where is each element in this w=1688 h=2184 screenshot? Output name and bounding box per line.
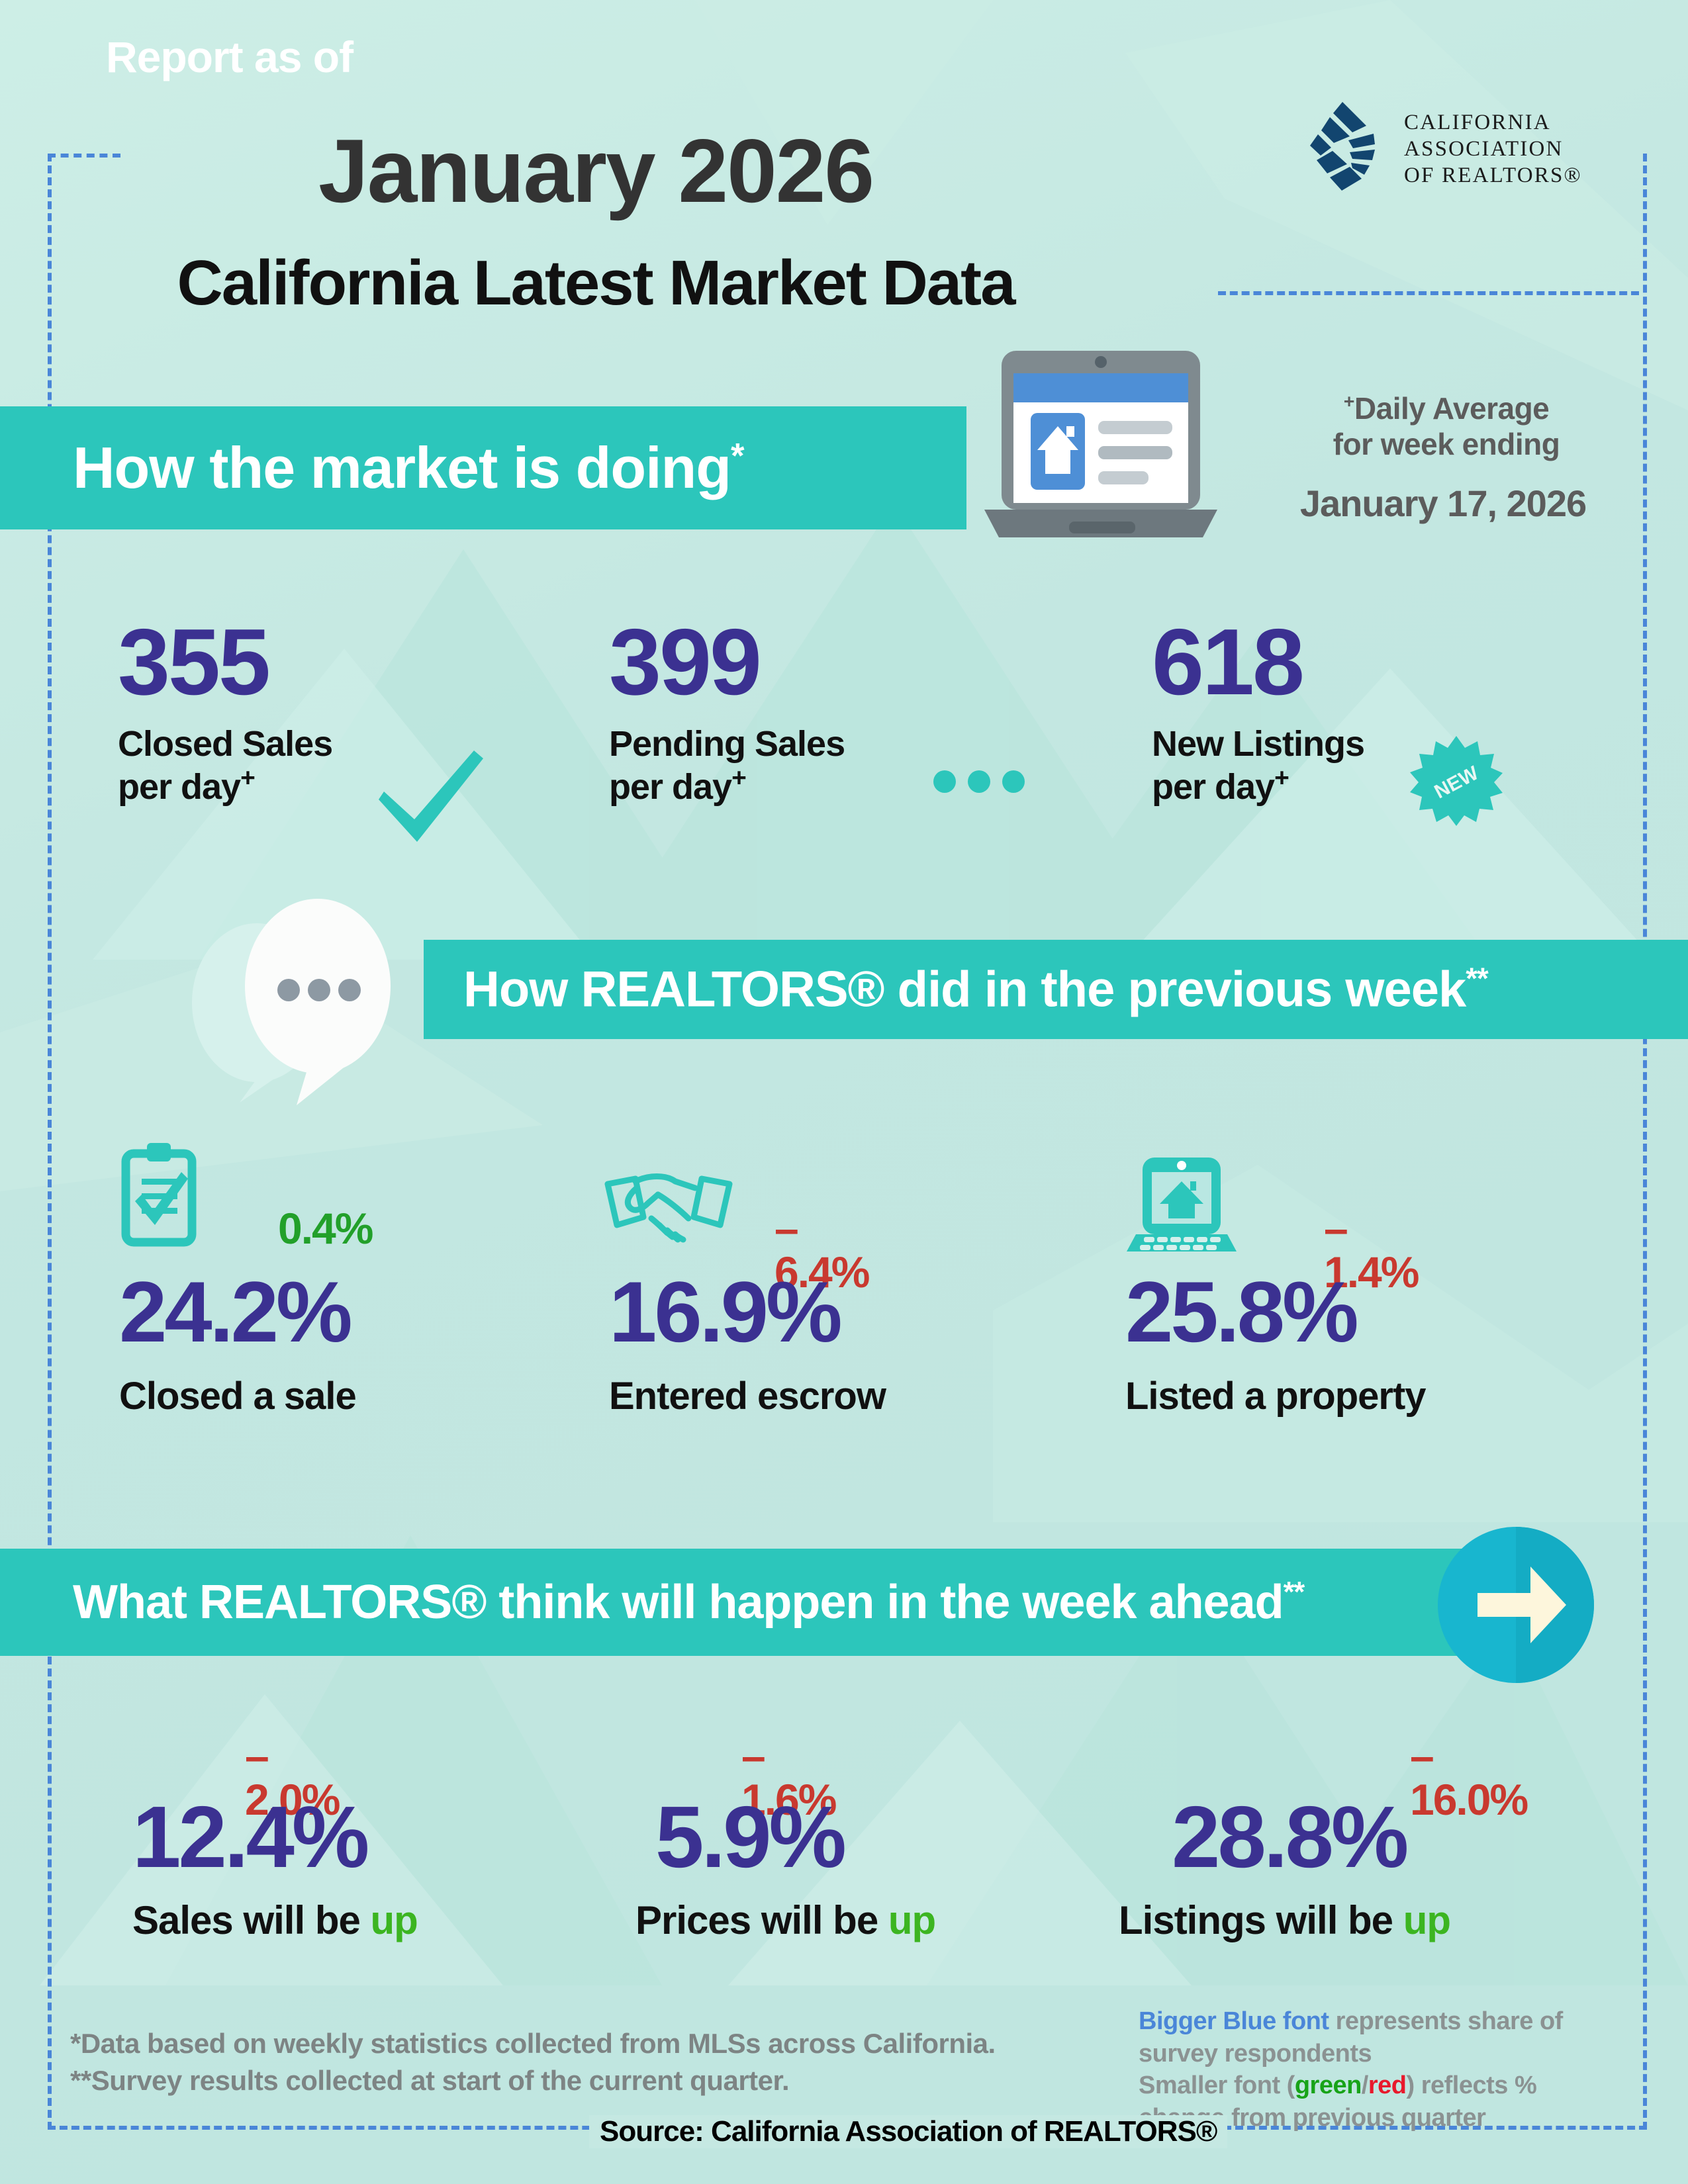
week-ahead-listings-caption-hl: up — [1403, 1898, 1451, 1942]
stat-pending-sales-value: 399 — [609, 610, 762, 715]
banner-week-ahead: What REALTORS® think will happen in the … — [0, 1549, 1516, 1656]
legend-smaller-pre: Smaller font — [1139, 2071, 1287, 2100]
prev-week-listed-caption: Listed a property — [1125, 1375, 1427, 1418]
stat-closed-sales-marker: + — [240, 764, 256, 793]
prev-week-listed-delta: – 1.4% — [1324, 1204, 1419, 1297]
banner-week-ahead-text: What REALTORS® think will happen in the … — [73, 1576, 1284, 1629]
stat-pending-sales-label-1: Pending Sales — [609, 724, 845, 764]
stat-new-listings: 618 New Listings per day+ — [1152, 610, 1365, 807]
stat-closed-sales: 355 Closed Sales per day+ — [118, 610, 333, 807]
prev-week-listed-value: 25.8% — [1125, 1263, 1359, 1360]
daily-average-line2: for week ending — [1333, 427, 1560, 462]
car-logo: CALIFORNIA ASSOCIATION OF REALTORS® — [1301, 99, 1582, 199]
prev-week-closed-caption: Closed a sale — [119, 1375, 357, 1418]
stat-pending-sales-marker: + — [731, 764, 747, 793]
legend-note: Bigger Blue font represents share of sur… — [1139, 2007, 1563, 2132]
banner-market-marker: * — [731, 436, 745, 476]
week-ahead-sales-delta: – 2.0% — [245, 1731, 340, 1824]
week-ahead-sales-caption-hl: up — [370, 1898, 418, 1942]
laptop-house-icon — [1127, 1158, 1237, 1251]
handshake-icon — [604, 1173, 733, 1243]
page-title-month: January 2026 — [318, 120, 874, 221]
daily-average-line1: Daily Average — [1354, 391, 1550, 426]
stat-new-listings-label-1: New Listings — [1152, 724, 1365, 764]
dashed-frame-top-right — [1218, 291, 1639, 295]
laptop-listing-icon — [984, 351, 1217, 537]
stat-closed-sales-label: Closed Sales per day+ — [118, 724, 333, 807]
banner-week-ahead-title: What REALTORS® think will happen in the … — [73, 1576, 1305, 1629]
arrow-right-circle-icon — [1438, 1527, 1594, 1683]
stat-closed-sales-value: 355 — [118, 610, 271, 715]
prev-week-closed-delta: 0.4% — [278, 1204, 373, 1253]
legend-red-text: red — [1368, 2071, 1407, 2100]
dot-3 — [1002, 770, 1025, 793]
banner-previous-week-text: How REALTORS® did in the previous week — [463, 961, 1466, 1018]
footnotes: *Data based on weekly statistics collect… — [70, 2025, 996, 2100]
car-logo-text: CALIFORNIA ASSOCIATION OF REALTORS® — [1404, 109, 1582, 189]
prev-week-escrow-value: 16.9% — [609, 1263, 843, 1360]
stat-pending-sales-label: Pending Sales per day+ — [609, 724, 845, 807]
legend-blue-text: Bigger Blue font — [1139, 2007, 1329, 2035]
report-as-of-label: Report as of — [106, 32, 353, 81]
page-subtitle: California Latest Market Data — [177, 248, 1015, 318]
footnote-line-2: **Survey results collected at start of t… — [70, 2065, 790, 2097]
week-ahead-prices-value: 5.9% — [655, 1788, 847, 1886]
speech-bubbles-icon — [192, 899, 391, 1105]
week-ahead-prices-caption: Prices will be up — [635, 1898, 936, 1942]
dot-2 — [968, 770, 990, 793]
prev-week-closed-value: 24.2% — [119, 1263, 353, 1360]
dot-1 — [933, 770, 956, 793]
stat-closed-sales-label-2: per day — [118, 767, 241, 807]
legend-after-blue: represents share of survey respondents — [1139, 2007, 1563, 2068]
week-ahead-listings-delta: – 16.0% — [1410, 1731, 1528, 1824]
week-ahead-listings-caption: Listings will be up — [1119, 1898, 1451, 1942]
daily-average-marker: + — [1343, 391, 1355, 413]
week-ahead-prices-delta: – 1.6% — [741, 1731, 837, 1824]
daily-average-date: January 17, 2026 — [1299, 482, 1587, 524]
stat-new-listings-label: New Listings per day+ — [1152, 724, 1365, 807]
stat-pending-sales: 399 Pending Sales per day+ — [609, 615, 845, 807]
banner-market-text: How the market is doing — [73, 435, 731, 500]
stat-pending-sales-label-2: per day — [609, 767, 732, 807]
prev-week-escrow-caption: Entered escrow — [609, 1375, 886, 1418]
banner-week-ahead-marker: ** — [1283, 1576, 1305, 1608]
logo-line-3: OF REALTORS® — [1404, 163, 1582, 188]
legend-slash: / — [1361, 2071, 1369, 2100]
stat-new-listings-marker: + — [1274, 764, 1289, 793]
daily-average-note: +Daily Average for week ending — [1284, 390, 1609, 463]
legend-green-text: green — [1294, 2071, 1362, 2100]
week-ahead-listings-caption-pre: Listings will be — [1119, 1898, 1403, 1942]
three-dots-icon — [933, 770, 1025, 793]
footnote-line-1: *Data based on weekly statistics collect… — [70, 2028, 996, 2059]
week-ahead-sales-caption-pre: Sales will be — [132, 1898, 371, 1942]
week-ahead-sales-caption: Sales will be up — [132, 1901, 418, 1940]
stat-closed-sales-label-1: Closed Sales — [118, 724, 333, 764]
new-starburst-badge: NEW — [1410, 736, 1503, 826]
check-icon — [379, 751, 483, 842]
week-ahead-listings-value: 28.8% — [1172, 1788, 1409, 1886]
clipboard-check-icon — [121, 1143, 197, 1247]
banner-previous-week: How REALTORS® did in the previous week** — [424, 940, 1688, 1039]
week-ahead-prices-caption-hl: up — [888, 1898, 936, 1942]
car-diamond-logo-icon — [1310, 102, 1375, 191]
stat-new-listings-label-2: per day — [1152, 767, 1275, 807]
banner-previous-week-marker: ** — [1466, 962, 1488, 996]
logo-line-2: ASSOCIATION — [1404, 136, 1564, 161]
banner-previous-week-title: How REALTORS® did in the previous week** — [463, 961, 1489, 1018]
source-label: Source: California Association of REALTO… — [589, 2115, 1228, 2148]
prev-week-escrow-delta: – 6.4% — [774, 1204, 870, 1297]
stat-new-listings-value: 618 — [1152, 610, 1305, 715]
week-ahead-sales-value: 12.4% — [132, 1788, 369, 1886]
banner-how-market-is-doing: How the market is doing* — [0, 406, 966, 529]
dashed-frame-top-left — [48, 154, 120, 158]
banner-market-title: How the market is doing* — [73, 436, 745, 497]
logo-line-1: CALIFORNIA — [1404, 110, 1551, 134]
week-ahead-prices-caption-pre: Prices will be — [635, 1898, 888, 1942]
